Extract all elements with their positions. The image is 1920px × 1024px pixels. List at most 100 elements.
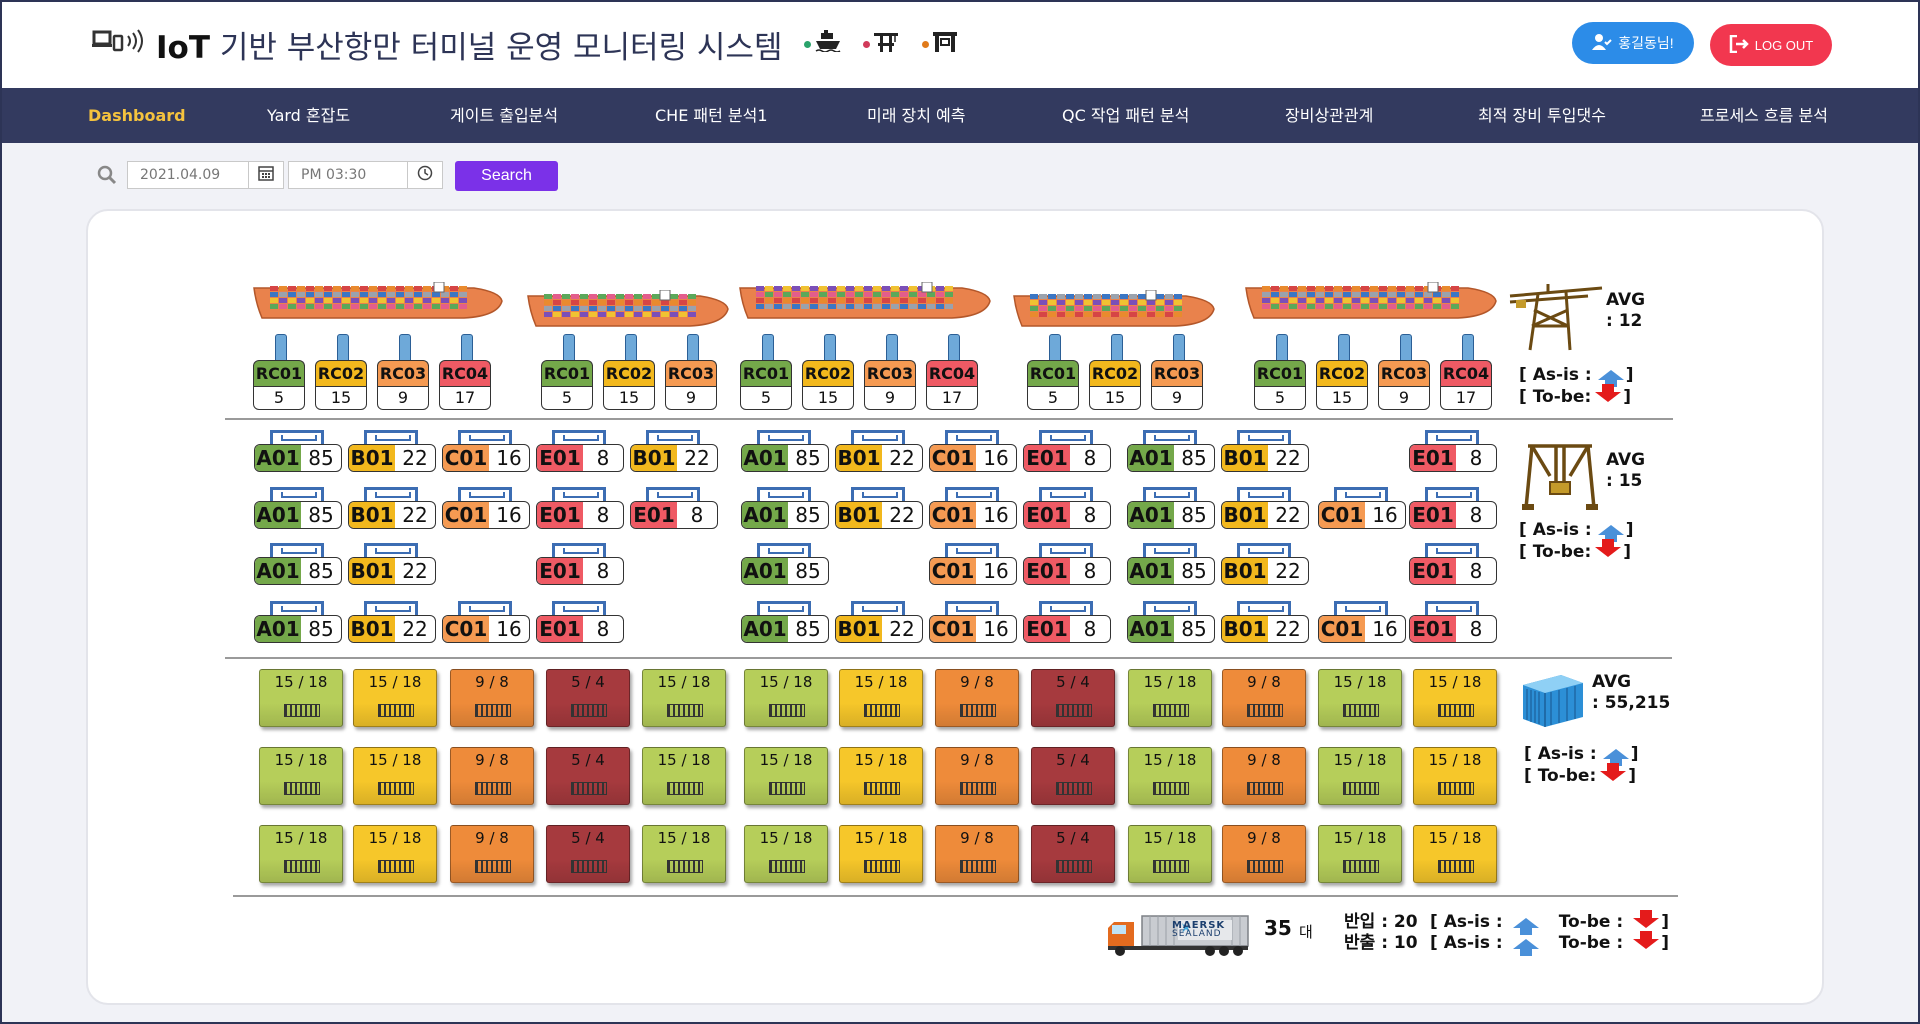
yard-block-c01[interactable]: C01 16 (442, 601, 530, 647)
container-block[interactable]: 9 / 8 (935, 669, 1019, 727)
container-block[interactable]: 15 / 18 (642, 669, 726, 727)
yard-block-e01[interactable]: E01 8 (1409, 543, 1497, 589)
rc-crane-rc02[interactable]: RC02 15 (1089, 334, 1141, 412)
yard-block-c01[interactable]: C01 16 (929, 543, 1017, 589)
rc-crane-rc02[interactable]: RC02 15 (603, 334, 655, 412)
container-block[interactable]: 15 / 18 (1128, 825, 1212, 883)
container-block[interactable]: 15 / 18 (642, 825, 726, 883)
yard-block-a01[interactable]: A01 85 (1127, 487, 1215, 533)
yard-block-b01[interactable]: B01 22 (348, 601, 436, 647)
container-block[interactable]: 15 / 18 (642, 747, 726, 805)
yard-block-b01[interactable]: B01 22 (835, 601, 923, 647)
yard-block-e01[interactable]: E01 8 (1409, 430, 1497, 476)
container-block[interactable]: 15 / 18 (259, 825, 343, 883)
container-block[interactable]: 15 / 18 (259, 747, 343, 805)
rc-crane-rc04[interactable]: RC04 17 (1440, 334, 1492, 412)
yard-block-b01[interactable]: B01 22 (348, 430, 436, 476)
container-block[interactable]: 5 / 4 (1031, 747, 1115, 805)
yard-block-c01[interactable]: C01 16 (1318, 487, 1406, 533)
yard-block-a01[interactable]: A01 85 (254, 430, 342, 476)
rc-crane-rc02[interactable]: RC02 15 (315, 334, 367, 412)
yard-block-b01[interactable]: B01 22 (1221, 430, 1309, 476)
yard-block-e01[interactable]: E01 8 (536, 430, 624, 476)
yard-block-b01[interactable]: B01 22 (835, 487, 923, 533)
container-block[interactable]: 15 / 18 (1413, 747, 1497, 805)
yard-block-e01[interactable]: E01 8 (536, 601, 624, 647)
yard-block-c01[interactable]: C01 16 (442, 430, 530, 476)
container-block[interactable]: 9 / 8 (450, 825, 534, 883)
container-block[interactable]: 15 / 18 (839, 669, 923, 727)
container-block[interactable]: 9 / 8 (450, 747, 534, 805)
container-block[interactable]: 15 / 18 (1128, 747, 1212, 805)
rc-crane-rc03[interactable]: RC03 9 (1378, 334, 1430, 412)
yard-block-a01[interactable]: A01 85 (741, 487, 829, 533)
container-block[interactable]: 15 / 18 (353, 669, 437, 727)
yard-block-e01[interactable]: E01 8 (1409, 487, 1497, 533)
container-block[interactable]: 15 / 18 (1318, 747, 1402, 805)
yard-block-b01[interactable]: B01 22 (348, 487, 436, 533)
nav-process-flow[interactable]: 프로세스 흐름 분석 (1700, 106, 1828, 125)
yard-block-a01[interactable]: A01 85 (254, 601, 342, 647)
rc-crane-rc03[interactable]: RC03 9 (864, 334, 916, 412)
container-block[interactable]: 15 / 18 (1318, 825, 1402, 883)
yard-block-b01[interactable]: B01 22 (348, 543, 436, 589)
nav-equipment-correlation[interactable]: 장비상관관계 (1285, 106, 1374, 125)
container-block[interactable]: 15 / 18 (1318, 669, 1402, 727)
yard-block-a01[interactable]: A01 85 (1127, 601, 1215, 647)
container-block[interactable]: 15 / 18 (353, 825, 437, 883)
container-block[interactable]: 15 / 18 (259, 669, 343, 727)
container-block[interactable]: 15 / 18 (1413, 669, 1497, 727)
nav-yard-congestion[interactable]: Yard 혼잡도 (267, 106, 351, 125)
rc-crane-rc04[interactable]: RC04 17 (926, 334, 978, 412)
rc-crane-rc03[interactable]: RC03 9 (665, 334, 717, 412)
container-block[interactable]: 5 / 4 (546, 825, 630, 883)
yard-block-b01[interactable]: B01 22 (835, 430, 923, 476)
container-block[interactable]: 5 / 4 (546, 747, 630, 805)
logout-button[interactable]: LOG OUT (1710, 24, 1832, 66)
nav-qc-pattern[interactable]: QC 작업 패턴 분석 (1062, 106, 1190, 125)
yard-block-a01[interactable]: A01 85 (741, 601, 829, 647)
rc-crane-rc01[interactable]: RC01 5 (1027, 334, 1079, 412)
container-block[interactable]: 15 / 18 (744, 669, 828, 727)
yard-block-e01[interactable]: E01 8 (1023, 430, 1111, 476)
container-block[interactable]: 15 / 18 (839, 825, 923, 883)
yard-block-a01[interactable]: A01 85 (741, 430, 829, 476)
rc-crane-rc03[interactable]: RC03 9 (377, 334, 429, 412)
rc-crane-rc01[interactable]: RC01 5 (253, 334, 305, 412)
yard-block-e01[interactable]: E01 8 (1023, 487, 1111, 533)
container-block[interactable]: 5 / 4 (1031, 825, 1115, 883)
container-block[interactable]: 9 / 8 (1222, 747, 1306, 805)
yard-block-a01[interactable]: A01 85 (254, 543, 342, 589)
rc-crane-rc02[interactable]: RC02 15 (802, 334, 854, 412)
yard-block-b01[interactable]: B01 22 (630, 430, 718, 476)
yard-block-c01[interactable]: C01 16 (442, 487, 530, 533)
nav-che-pattern[interactable]: CHE 패턴 분석1 (655, 106, 768, 125)
nav-dashboard[interactable]: Dashboard (88, 106, 186, 125)
yard-block-c01[interactable]: C01 16 (929, 601, 1017, 647)
yard-block-e01[interactable]: E01 8 (1409, 601, 1497, 647)
rc-crane-rc01[interactable]: RC01 5 (541, 334, 593, 412)
user-profile-button[interactable]: 홍길동님! (1572, 22, 1694, 64)
yard-block-e01[interactable]: E01 8 (1023, 543, 1111, 589)
rc-crane-rc02[interactable]: RC02 15 (1316, 334, 1368, 412)
yard-block-e01[interactable]: E01 8 (536, 487, 624, 533)
container-block[interactable]: 15 / 18 (1128, 669, 1212, 727)
container-block[interactable]: 5 / 4 (1031, 669, 1115, 727)
clock-button[interactable] (407, 161, 443, 189)
yard-block-e01[interactable]: E01 8 (536, 543, 624, 589)
date-input[interactable] (127, 161, 249, 189)
rc-crane-rc01[interactable]: RC01 5 (1254, 334, 1306, 412)
yard-block-c01[interactable]: C01 16 (929, 487, 1017, 533)
nav-future-prediction[interactable]: 미래 장치 예측 (867, 106, 966, 125)
yard-block-a01[interactable]: A01 85 (1127, 543, 1215, 589)
yard-block-a01[interactable]: A01 85 (741, 543, 829, 589)
rc-crane-rc01[interactable]: RC01 5 (740, 334, 792, 412)
container-block[interactable]: 9 / 8 (935, 747, 1019, 805)
container-block[interactable]: 15 / 18 (839, 747, 923, 805)
yard-block-b01[interactable]: B01 22 (1221, 543, 1309, 589)
nav-gate-analysis[interactable]: 게이트 출입분석 (450, 106, 559, 125)
container-block[interactable]: 15 / 18 (744, 747, 828, 805)
app-logo[interactable]: IoT 기반 부산항만 터미널 운영 모니터링 시스템 (92, 22, 958, 66)
calendar-button[interactable] (248, 161, 284, 189)
yard-block-b01[interactable]: B01 22 (1221, 601, 1309, 647)
